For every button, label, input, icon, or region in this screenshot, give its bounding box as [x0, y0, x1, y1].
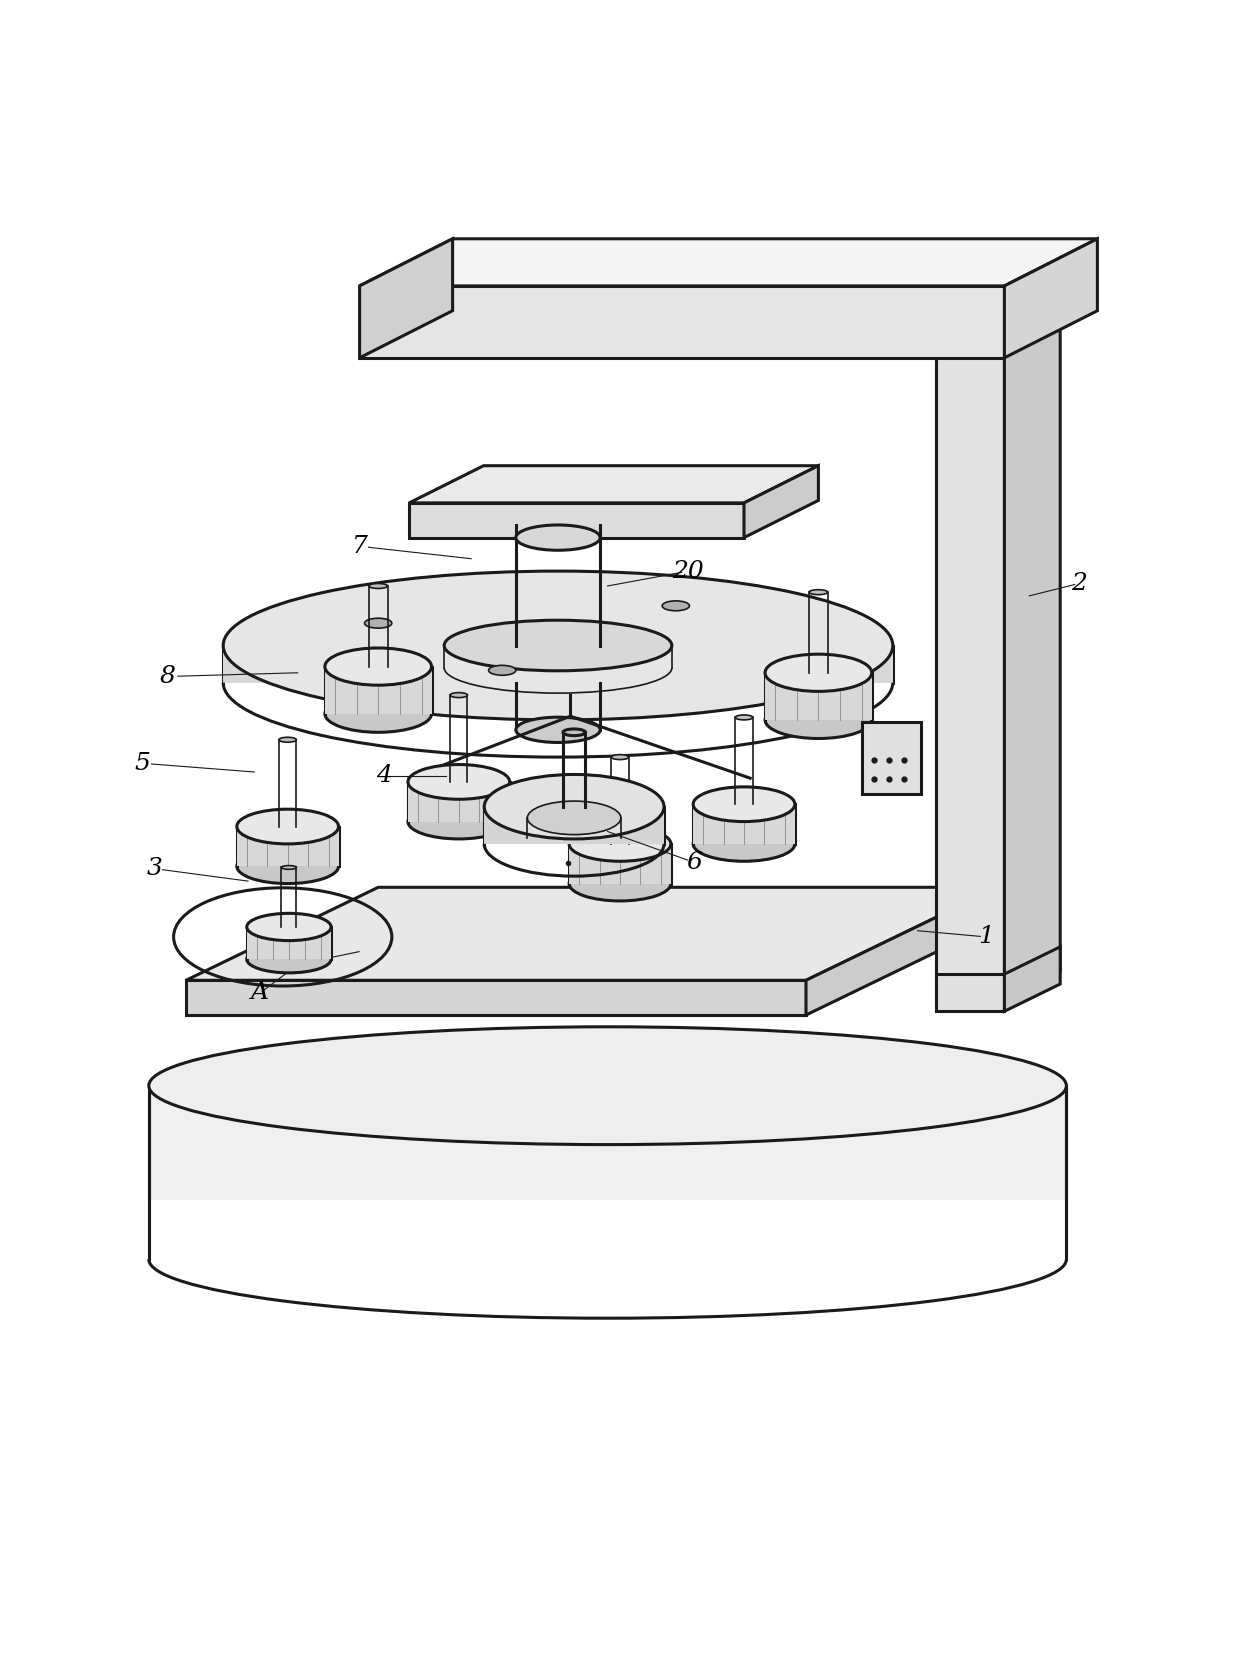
Text: 2: 2: [1071, 572, 1086, 595]
Ellipse shape: [765, 702, 872, 738]
Polygon shape: [237, 827, 339, 866]
Polygon shape: [186, 888, 998, 980]
Text: 6: 6: [687, 851, 702, 875]
Polygon shape: [223, 645, 893, 683]
Polygon shape: [806, 888, 998, 1014]
Ellipse shape: [408, 765, 510, 800]
Text: 8: 8: [160, 665, 175, 688]
Polygon shape: [862, 722, 921, 795]
Polygon shape: [936, 311, 1004, 999]
Ellipse shape: [237, 848, 339, 883]
Ellipse shape: [484, 775, 665, 838]
Ellipse shape: [281, 866, 296, 870]
Polygon shape: [1004, 239, 1097, 358]
Ellipse shape: [223, 570, 893, 720]
Polygon shape: [693, 805, 795, 843]
Polygon shape: [360, 239, 1097, 286]
Ellipse shape: [489, 665, 516, 675]
Polygon shape: [765, 674, 872, 720]
Polygon shape: [569, 843, 671, 883]
Ellipse shape: [516, 526, 600, 550]
Ellipse shape: [247, 913, 331, 941]
Text: 7: 7: [352, 535, 367, 557]
Ellipse shape: [450, 692, 467, 697]
Ellipse shape: [516, 717, 600, 742]
Ellipse shape: [247, 946, 331, 973]
Ellipse shape: [444, 620, 672, 670]
Polygon shape: [936, 975, 1004, 1011]
Ellipse shape: [325, 649, 432, 685]
Polygon shape: [360, 286, 1004, 358]
Ellipse shape: [370, 584, 387, 589]
Polygon shape: [936, 283, 1060, 311]
Ellipse shape: [662, 600, 689, 610]
Ellipse shape: [408, 805, 510, 838]
Text: A: A: [252, 981, 269, 1004]
Text: 4: 4: [377, 765, 392, 787]
Polygon shape: [247, 926, 331, 960]
Polygon shape: [744, 466, 818, 537]
Polygon shape: [1004, 946, 1060, 1011]
Ellipse shape: [765, 654, 872, 692]
Ellipse shape: [325, 695, 432, 732]
Polygon shape: [1004, 283, 1060, 999]
Ellipse shape: [563, 728, 585, 735]
Ellipse shape: [611, 755, 629, 760]
Ellipse shape: [149, 1026, 1066, 1144]
Polygon shape: [186, 980, 806, 1014]
Text: 5: 5: [135, 752, 150, 775]
Ellipse shape: [569, 827, 671, 861]
Ellipse shape: [527, 802, 621, 835]
Ellipse shape: [693, 827, 795, 861]
Polygon shape: [325, 667, 432, 713]
Ellipse shape: [237, 810, 339, 843]
Ellipse shape: [279, 737, 296, 742]
Polygon shape: [360, 239, 453, 358]
Ellipse shape: [693, 787, 795, 822]
Ellipse shape: [365, 619, 392, 629]
Ellipse shape: [810, 590, 828, 595]
Polygon shape: [408, 782, 510, 822]
Polygon shape: [409, 502, 744, 537]
Text: 1: 1: [978, 925, 993, 948]
Polygon shape: [409, 466, 818, 502]
Ellipse shape: [735, 715, 753, 720]
Polygon shape: [149, 1086, 1066, 1201]
Text: 20: 20: [672, 560, 704, 582]
Ellipse shape: [569, 866, 671, 901]
Text: 3: 3: [148, 856, 162, 880]
Polygon shape: [484, 807, 665, 843]
